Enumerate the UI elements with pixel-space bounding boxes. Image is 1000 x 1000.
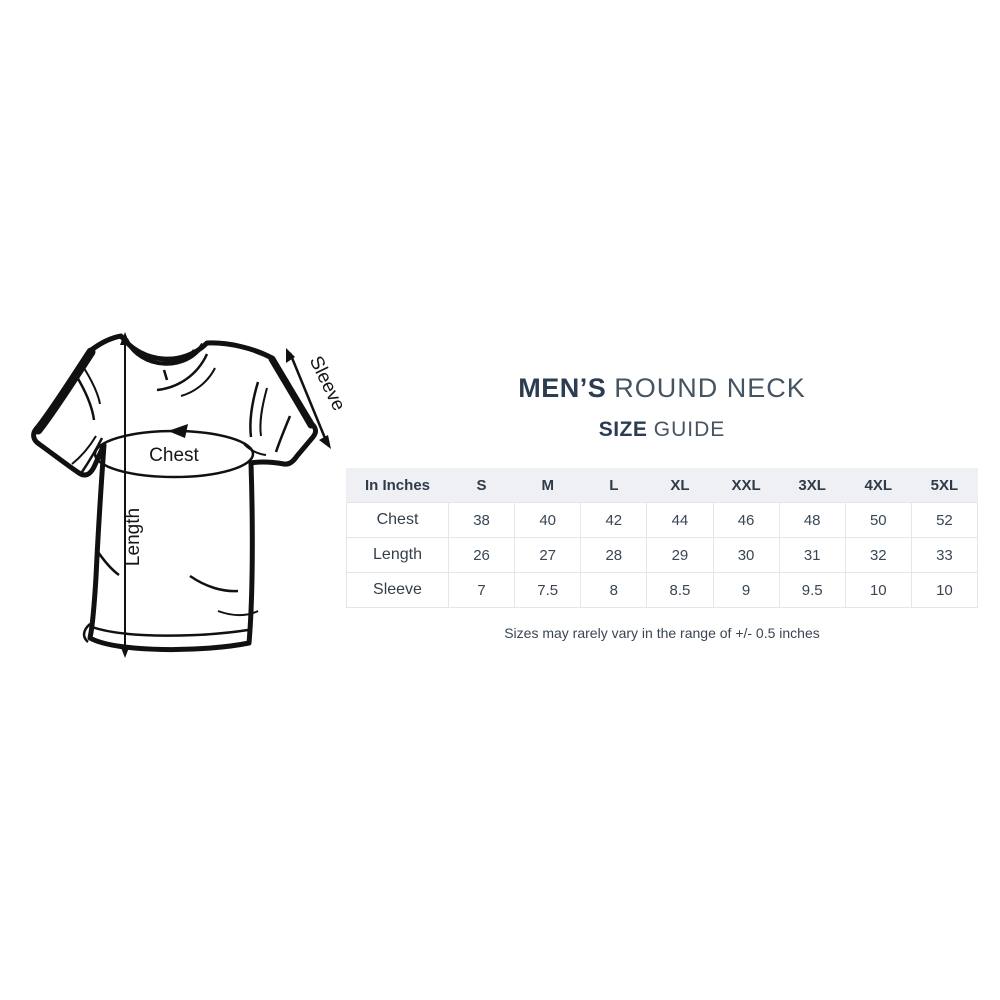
tshirt-right-sleeve-edge bbox=[268, 355, 315, 429]
length-value: 32 bbox=[844, 537, 912, 573]
chest-value: 38 bbox=[447, 502, 516, 538]
wrinkle bbox=[80, 437, 104, 473]
size-guide-panel: MEN’S ROUND NECK SIZE GUIDE In Inches S … bbox=[346, 372, 979, 641]
chest-value: 46 bbox=[712, 502, 780, 538]
size-col-header-xl: XL bbox=[646, 468, 714, 503]
length-arrow-bottom bbox=[120, 645, 130, 658]
sleeve-value: 7.5 bbox=[514, 572, 582, 608]
sleeve-value: 9.5 bbox=[778, 572, 846, 608]
page-subtitle-light: GUIDE bbox=[653, 418, 726, 441]
table-row-chest: Chest 38 40 42 44 46 48 50 52 bbox=[346, 502, 979, 538]
row-label-length: Length bbox=[346, 537, 449, 573]
sleeve-value: 9 bbox=[712, 572, 780, 608]
length-value: 29 bbox=[646, 537, 714, 573]
size-table-header-row: In Inches S M L XL XXL 3XL 4XL 5XL bbox=[346, 468, 979, 503]
wrinkle bbox=[274, 415, 292, 453]
row-label-sleeve: Sleeve bbox=[346, 572, 449, 608]
length-value: 28 bbox=[580, 537, 648, 573]
tshirt-left-sleeve-edge bbox=[33, 347, 96, 435]
table-row-sleeve: Sleeve 7 7.5 8 8.5 9 9.5 10 10 bbox=[346, 572, 979, 608]
chest-value: 44 bbox=[646, 502, 714, 538]
row-label-chest: Chest bbox=[346, 502, 449, 538]
length-value: 31 bbox=[778, 537, 846, 573]
wrinkle bbox=[259, 387, 268, 437]
tshirt-diagram: Length Chest Sleeve bbox=[22, 324, 349, 676]
length-value: 27 bbox=[514, 537, 582, 573]
size-col-header-l: L bbox=[580, 468, 648, 503]
length-value: 26 bbox=[447, 537, 516, 573]
wrinkle bbox=[83, 367, 101, 405]
size-col-header-3xl: 3XL bbox=[778, 468, 846, 503]
page-title-bold: MEN’S bbox=[518, 373, 607, 403]
tshirt-hem-band bbox=[91, 625, 249, 637]
wrinkle bbox=[180, 367, 216, 397]
tshirt-collar-notch bbox=[162, 369, 169, 381]
tshirt-collar-inner bbox=[132, 347, 196, 365]
page-title: MEN’S ROUND NECK bbox=[346, 372, 978, 404]
wrinkle bbox=[189, 574, 239, 593]
length-value: 33 bbox=[910, 537, 979, 573]
wrinkle bbox=[72, 371, 96, 421]
tshirt-illustration: Length Chest Sleeve bbox=[31, 332, 349, 658]
page-subtitle-bold: SIZE bbox=[598, 418, 648, 441]
wrinkle bbox=[156, 353, 209, 392]
tshirt-hem-fold bbox=[82, 623, 91, 643]
wrinkle bbox=[217, 610, 259, 617]
chest-value: 40 bbox=[514, 502, 582, 538]
page-subtitle: SIZE GUIDE bbox=[346, 417, 978, 443]
sleeve-value: 10 bbox=[844, 572, 912, 608]
sleeve-arrow-top bbox=[286, 348, 295, 363]
sleeve-value: 8 bbox=[580, 572, 648, 608]
sleeve-value: 7 bbox=[447, 572, 516, 608]
length-label: Length bbox=[123, 508, 144, 566]
sleeve-arrow-bottom bbox=[319, 435, 331, 449]
wrinkle bbox=[71, 435, 97, 465]
length-arrow-top bbox=[120, 332, 130, 345]
size-variance-note: Sizes may rarely vary in the range of +/… bbox=[504, 625, 820, 641]
size-table: In Inches S M L XL XXL 3XL 4XL 5XL Chest… bbox=[346, 468, 979, 608]
size-col-header-5xl: 5XL bbox=[910, 468, 979, 503]
sleeve-measure-line bbox=[288, 352, 329, 444]
page-title-light: ROUND NECK bbox=[614, 373, 806, 403]
chest-value: 48 bbox=[778, 502, 846, 538]
sleeve-value: 10 bbox=[910, 572, 979, 608]
units-header: In Inches bbox=[346, 468, 449, 503]
chest-value: 52 bbox=[910, 502, 979, 538]
wrinkle bbox=[249, 381, 260, 438]
chest-label: Chest bbox=[149, 445, 199, 466]
chest-value: 50 bbox=[844, 502, 912, 538]
size-col-header-xxl: XXL bbox=[712, 468, 780, 503]
chest-value: 42 bbox=[580, 502, 648, 538]
length-value: 30 bbox=[712, 537, 780, 573]
size-col-header-m: M bbox=[514, 468, 582, 503]
sleeve-value: 8.5 bbox=[646, 572, 714, 608]
size-col-header-s: S bbox=[447, 468, 516, 503]
table-row-length: Length 26 27 28 29 30 31 32 33 bbox=[346, 537, 979, 573]
chest-arrow bbox=[168, 424, 188, 438]
wrinkle bbox=[94, 548, 120, 577]
size-col-header-4xl: 4XL bbox=[844, 468, 912, 503]
